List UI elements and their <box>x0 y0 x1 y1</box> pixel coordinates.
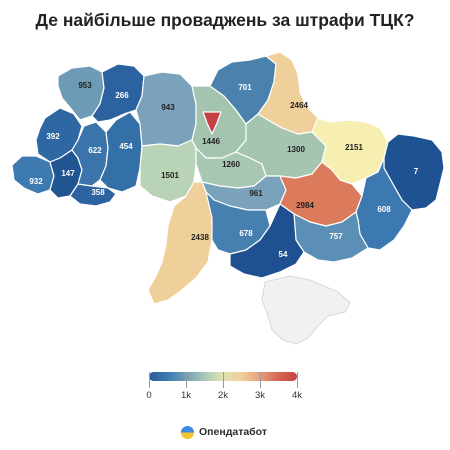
region-value-kherson: 54 <box>278 250 288 259</box>
legend-tick <box>259 372 261 388</box>
region-kherson <box>229 203 305 279</box>
opendatabot-logo-icon <box>180 425 195 440</box>
region-value-cherkasy: 1260 <box>222 160 240 169</box>
legend-tick-label: 3k <box>254 390 266 401</box>
region-value-volyn: 953 <box>78 81 92 90</box>
region-value-vinnytsia: 1501 <box>161 171 179 180</box>
region-value-kirovohrad: 961 <box>249 189 263 198</box>
legend-tick-label: 4k <box>291 390 303 401</box>
region-value-zaporizhzhia: 757 <box>329 232 343 241</box>
legend-tick <box>148 372 150 388</box>
region-value-poltava: 1300 <box>287 145 305 154</box>
region-rivne <box>91 63 145 123</box>
crimea-region <box>261 275 351 345</box>
region-value-mykolaiv: 678 <box>239 229 253 238</box>
region-value-odesa: 2438 <box>191 233 209 242</box>
legend-tick-label: 0 <box>146 390 152 401</box>
legend-tick <box>185 372 187 388</box>
legend-tick <box>222 372 224 388</box>
region-value-khmelnytskyi: 454 <box>119 142 133 151</box>
page-title: Де найбільше проваджень за штрафи ТЦК? <box>35 10 415 30</box>
region-value-chernivtsi: 358 <box>91 188 105 197</box>
region-value-sumy: 2464 <box>290 101 308 110</box>
brand-name: Опендатабот <box>199 426 267 438</box>
legend-tick-label: 2k <box>217 390 229 401</box>
region-value-dnipropetrovsk: 2984 <box>296 201 314 210</box>
region-value-zakarpattia: 932 <box>29 177 43 186</box>
region-zakarpattia <box>11 155 55 195</box>
region-odesa <box>147 181 215 305</box>
region-value-ivano-frankivsk: 147 <box>61 169 75 178</box>
region-value-chernihiv: 701 <box>238 83 252 92</box>
region-value-donetsk: 608 <box>377 205 391 214</box>
region-value-kharkiv: 2151 <box>345 143 363 152</box>
region-value-rivne: 266 <box>115 91 129 100</box>
region-kyiv-city-pin <box>202 111 222 135</box>
region-value-ternopil: 622 <box>88 146 102 155</box>
region-value-zhytomyr: 943 <box>161 103 175 112</box>
region-value-luhansk: 7 <box>413 167 419 176</box>
region-value-lviv: 392 <box>46 132 60 141</box>
legend-tick <box>296 372 298 388</box>
legend-tick-label: 1k <box>180 390 192 401</box>
region-value-kyiv-oblast: 1446 <box>202 137 220 146</box>
